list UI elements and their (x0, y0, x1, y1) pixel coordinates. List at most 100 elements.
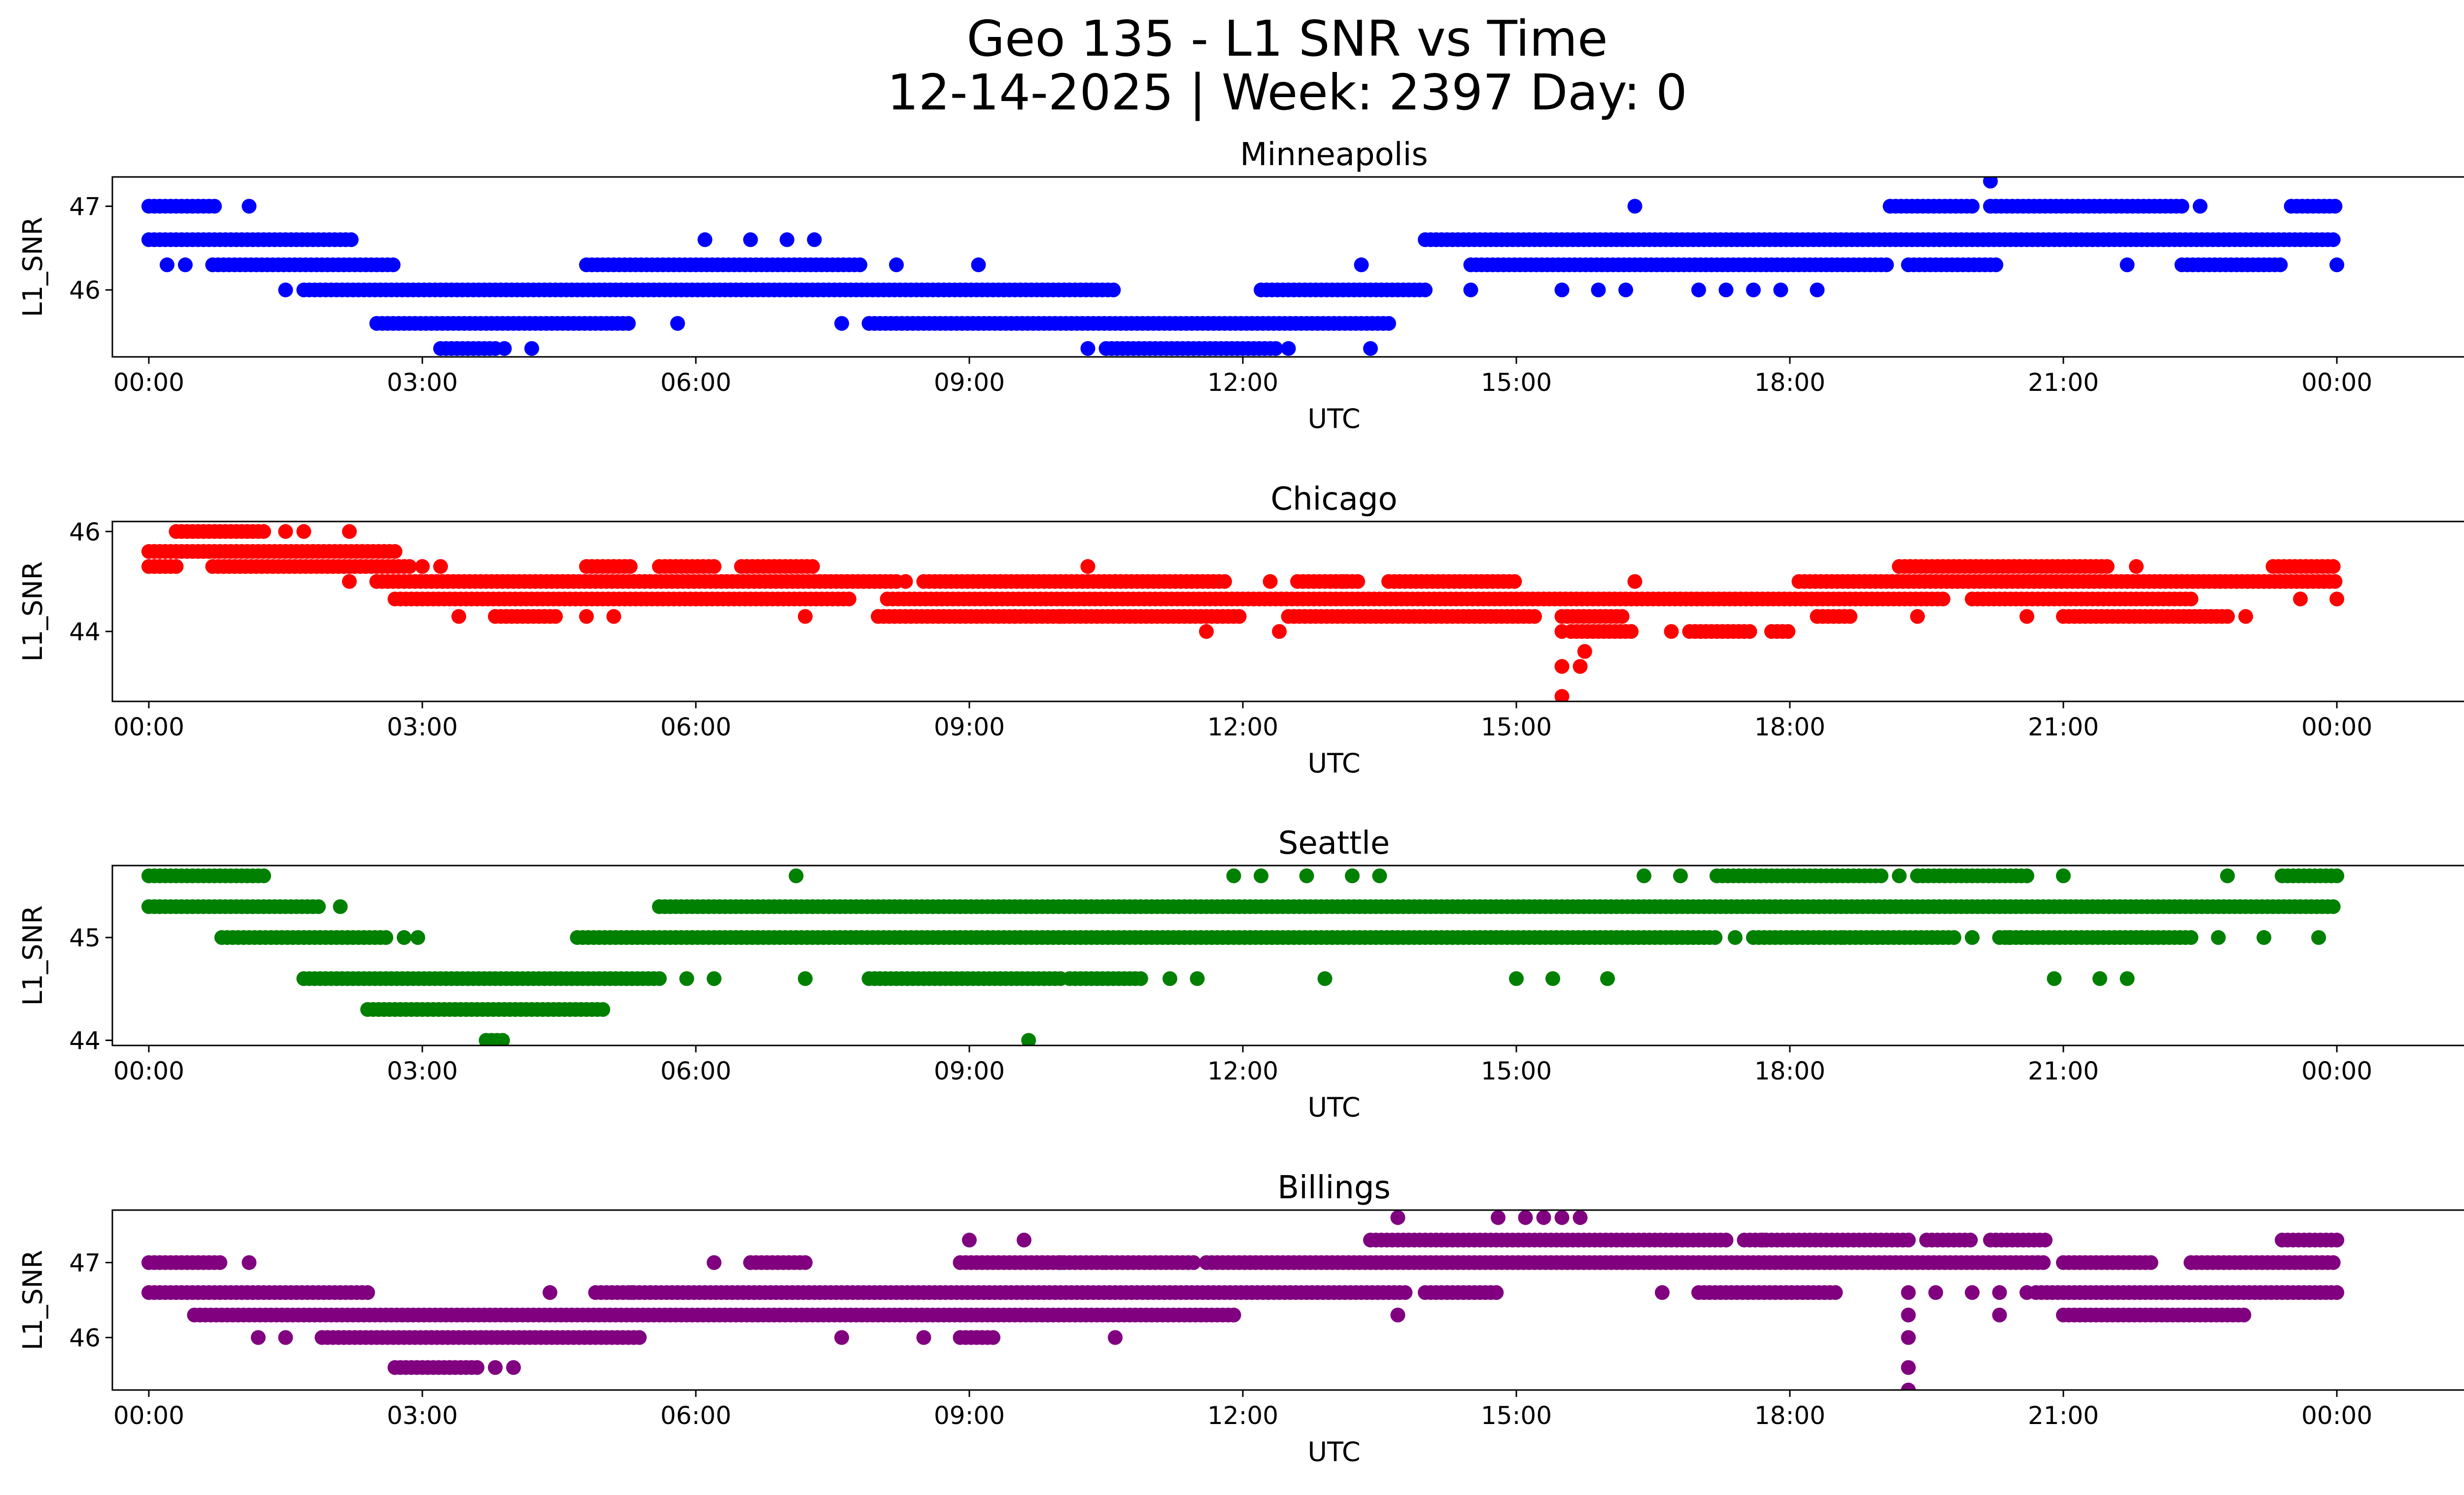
data-point (2311, 930, 2326, 945)
data-point (2329, 1232, 2344, 1248)
scatter-series (160, 257, 2344, 273)
data-point (2327, 199, 2343, 214)
data-point (1965, 1285, 1980, 1300)
data-point (1106, 282, 1121, 298)
data-point (2273, 257, 2288, 273)
data-point (1217, 574, 1232, 589)
y-tick-label: 46 (69, 1324, 101, 1353)
data-point (707, 559, 721, 574)
data-point (1281, 341, 1296, 356)
x-tick-label: 18:00 (1754, 1401, 1825, 1430)
data-point (1577, 644, 1592, 659)
data-point (1053, 1255, 1068, 1270)
scatter-series (141, 559, 2341, 574)
data-point (1463, 282, 1478, 298)
scatter-series (169, 524, 357, 539)
data-point (495, 1033, 510, 1045)
x-tick-label: 12:00 (1207, 1057, 1278, 1085)
data-point (2019, 609, 2034, 624)
axes-frame (111, 865, 2464, 1046)
data-point (241, 1255, 257, 1270)
data-point (1554, 282, 1570, 298)
data-point (1614, 609, 1630, 624)
data-point (1199, 624, 1214, 639)
x-tick-label: 09:00 (934, 1401, 1005, 1430)
data-point (1518, 1210, 1533, 1225)
x-tick-label: 18:00 (1754, 713, 1825, 741)
data-point (2211, 930, 2226, 945)
data-point (385, 257, 401, 273)
axes-frame (111, 521, 2464, 702)
data-point (2019, 1285, 2034, 1300)
y-tick-label: 47 (69, 1249, 101, 1277)
data-point (548, 609, 563, 624)
data-point (1624, 624, 1639, 639)
scatter-series (141, 232, 2341, 247)
x-tick-label: 12:00 (1207, 1401, 1278, 1430)
data-point (278, 282, 293, 298)
x-tick-label: 06:00 (660, 1401, 731, 1430)
x-tick-label: 03:00 (387, 368, 458, 397)
data-point (2238, 609, 2253, 624)
data-point (798, 971, 813, 986)
data-point (2326, 232, 2341, 247)
data-point (1718, 282, 1734, 298)
data-point (624, 1285, 640, 1300)
data-point (1507, 574, 1522, 589)
x-tick-label: 15:00 (1481, 713, 1552, 741)
data-point (1627, 574, 1643, 589)
data-point (1545, 971, 1560, 986)
subplot-minneapolis: Minneapolis 00:00 03:00 06:00 09:00 12:00 15:0… (17, 137, 2464, 434)
data-point (1637, 868, 1651, 883)
x-axis-label: UTC (1307, 403, 1360, 434)
scatter-series (141, 544, 403, 559)
scatter-points (141, 868, 2344, 1045)
data-point (1992, 1307, 2007, 1322)
subplot-title: Chicago (1270, 481, 1397, 518)
data-point (1372, 868, 1387, 883)
data-point (1655, 1285, 1670, 1300)
data-point (1901, 1307, 1916, 1322)
data-point (1965, 199, 1980, 214)
data-point (311, 899, 326, 914)
subplot-title: Seattle (1278, 825, 1390, 862)
data-point (543, 1285, 557, 1300)
x-axis-label: UTC (1307, 748, 1360, 779)
data-point (1509, 971, 1524, 986)
data-point (2019, 868, 2034, 883)
data-point (2329, 868, 2344, 883)
scatter-series (479, 1033, 1036, 1045)
data-point (1491, 1210, 1506, 1225)
data-point (1133, 971, 1148, 986)
data-point (2236, 1307, 2252, 1322)
x-tick-label: 00:00 (113, 1057, 184, 1085)
scatter-series (141, 1255, 2341, 1270)
data-point (1536, 1210, 1551, 1225)
data-point (178, 257, 193, 273)
data-point (506, 1360, 521, 1375)
data-point (1810, 282, 1825, 298)
scatter-series (141, 1285, 2344, 1300)
x-tick-label: 09:00 (934, 713, 1005, 741)
data-point (333, 899, 348, 914)
scatter-series (214, 930, 2326, 945)
data-point (606, 559, 621, 574)
x-tick-label: 00:00 (2301, 713, 2372, 741)
data-point (169, 559, 184, 574)
data-point (898, 574, 913, 589)
scatter-points (141, 177, 2344, 356)
data-point (971, 257, 986, 273)
x-tick-label: 00:00 (113, 1401, 184, 1430)
data-point (1226, 868, 1241, 883)
data-point (743, 232, 758, 247)
data-point (397, 930, 411, 945)
data-point (697, 232, 713, 247)
data-point (1317, 971, 1333, 986)
data-point (2192, 199, 2208, 214)
x-tick-label: 21:00 (2028, 1401, 2099, 1430)
data-point (524, 341, 539, 356)
data-point (652, 971, 667, 986)
data-point (278, 1330, 293, 1345)
x-tick-label: 21:00 (2028, 713, 2099, 741)
data-point (916, 1330, 931, 1345)
